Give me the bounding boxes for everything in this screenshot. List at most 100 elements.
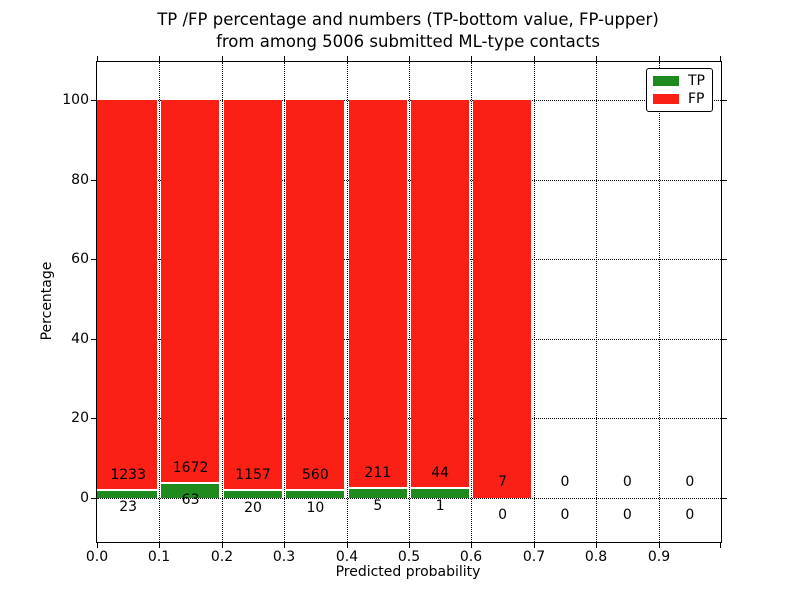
y-tick-mark-right [722, 339, 727, 340]
x-tick-mark-top [659, 56, 660, 61]
x-tick-label: 0.7 [522, 549, 546, 565]
y-tick-mark-right [722, 418, 727, 419]
x-tick-label: 0.2 [210, 549, 234, 565]
gridline-vertical [347, 62, 348, 542]
x-tick-label: 0.0 [85, 549, 109, 565]
legend-tp-swatch [653, 76, 679, 87]
legend-fp-swatch [653, 93, 679, 104]
bar-tp-segment [97, 491, 157, 498]
gridline-vertical [409, 62, 410, 542]
x-tick-mark [720, 543, 721, 548]
x-tick-label: 0.3 [272, 549, 296, 565]
x-tick-mark-top [596, 56, 597, 61]
x-tick-mark [471, 543, 472, 548]
x-tick-mark [534, 543, 535, 548]
bar-fp-segment [411, 100, 469, 487]
y-axis-label: Percentage [39, 261, 55, 341]
fp-count-label: 7 [498, 474, 508, 490]
tp-count-label: 5 [373, 498, 383, 514]
x-tick-mark [347, 543, 348, 548]
fp-count-label: 44 [431, 465, 450, 481]
legend-fp-label: FP [688, 90, 705, 107]
x-tick-label: 0.6 [459, 549, 483, 565]
y-tick-mark-right [722, 100, 727, 101]
gridline-vertical [159, 62, 160, 542]
y-tick-mark [91, 100, 96, 101]
x-tick-mark-top [720, 56, 721, 61]
gridline-vertical [659, 62, 660, 542]
gridline-vertical [596, 62, 597, 542]
bar-tp-segment [349, 489, 407, 498]
y-tick-mark [91, 418, 96, 419]
bar-tp-segment [224, 491, 282, 498]
tp-count-label: 0 [560, 507, 570, 523]
gridline-vertical [222, 62, 223, 542]
x-tick-label: 0.1 [147, 549, 171, 565]
tp-count-label: 10 [306, 500, 325, 516]
fp-count-label: 0 [560, 474, 570, 490]
tp-count-label: 20 [244, 500, 262, 516]
x-tick-mark [409, 543, 410, 548]
gridline-vertical [534, 62, 535, 542]
fp-count-label: 0 [685, 474, 695, 490]
legend-item-fp: FP [653, 92, 706, 106]
legend: TP FP [646, 68, 713, 112]
x-tick-mark-top [284, 56, 285, 61]
chart-title-line1: TP /FP percentage and numbers (TP-bottom… [157, 10, 659, 29]
x-tick-mark-top [159, 56, 160, 61]
x-tick-mark [284, 543, 285, 548]
y-tick-mark-right [722, 180, 727, 181]
tp-count-label: 63 [181, 492, 200, 508]
x-tick-label: 0.8 [584, 549, 608, 565]
y-tick-label: 80 [71, 172, 89, 188]
x-tick-label: 0.4 [335, 549, 359, 565]
fp-count-label: 560 [302, 467, 329, 483]
bar-fp-segment [473, 100, 531, 498]
tp-count-label: 23 [119, 499, 138, 515]
bar-tp-segment [286, 491, 344, 498]
tp-count-label: 0 [498, 507, 508, 523]
x-tick-mark-top [222, 56, 223, 61]
fp-count-label: 1157 [235, 467, 271, 483]
x-tick-label: 0.5 [397, 549, 421, 565]
fp-count-label: 211 [364, 465, 392, 481]
x-tick-mark-top [347, 56, 348, 61]
y-tick-label: 60 [71, 251, 89, 267]
x-tick-mark-top [471, 56, 472, 61]
tp-count-label: 0 [685, 507, 695, 523]
fp-count-label: 1672 [172, 460, 209, 476]
y-tick-label: 100 [62, 92, 89, 108]
bar-fp-segment [97, 100, 157, 489]
y-tick-label: 0 [80, 490, 89, 506]
y-tick-label: 20 [71, 410, 89, 426]
y-tick-mark [91, 339, 96, 340]
y-tick-mark-right [722, 498, 727, 499]
bar-fp-segment [161, 100, 219, 482]
fp-count-label: 0 [622, 474, 632, 490]
gridline-vertical [284, 62, 285, 542]
x-tick-mark-top [409, 56, 410, 61]
chart-title: TP /FP percentage and numbers (TP-bottom… [88, 9, 728, 53]
tp-count-label: 0 [622, 507, 632, 523]
bar-fp-segment [224, 100, 282, 489]
legend-item-tp: TP [653, 74, 706, 88]
legend-tp-label: TP [688, 73, 705, 90]
y-tick-mark [91, 498, 96, 499]
y-tick-mark [91, 180, 96, 181]
x-tick-mark [596, 543, 597, 548]
y-tick-mark-right [722, 259, 727, 260]
y-tick-mark [91, 259, 96, 260]
x-tick-label: 0.9 [647, 549, 671, 565]
plot-area: TP FP 1233 23 1672 63 1157 20 560 10 211 5 44 1 7 0 0 0… [62, 56, 727, 565]
x-tick-mark [159, 543, 160, 548]
bar-tp-segment [411, 489, 469, 498]
bar-tp-segment [161, 484, 219, 498]
x-tick-mark-top [97, 56, 98, 61]
x-axis-label: Predicted probability [335, 564, 481, 580]
x-tick-mark [222, 543, 223, 548]
x-tick-mark [97, 543, 98, 548]
gridline-vertical [471, 62, 472, 542]
y-tick-label: 40 [71, 331, 89, 347]
tp-count-label: 1 [435, 498, 445, 514]
